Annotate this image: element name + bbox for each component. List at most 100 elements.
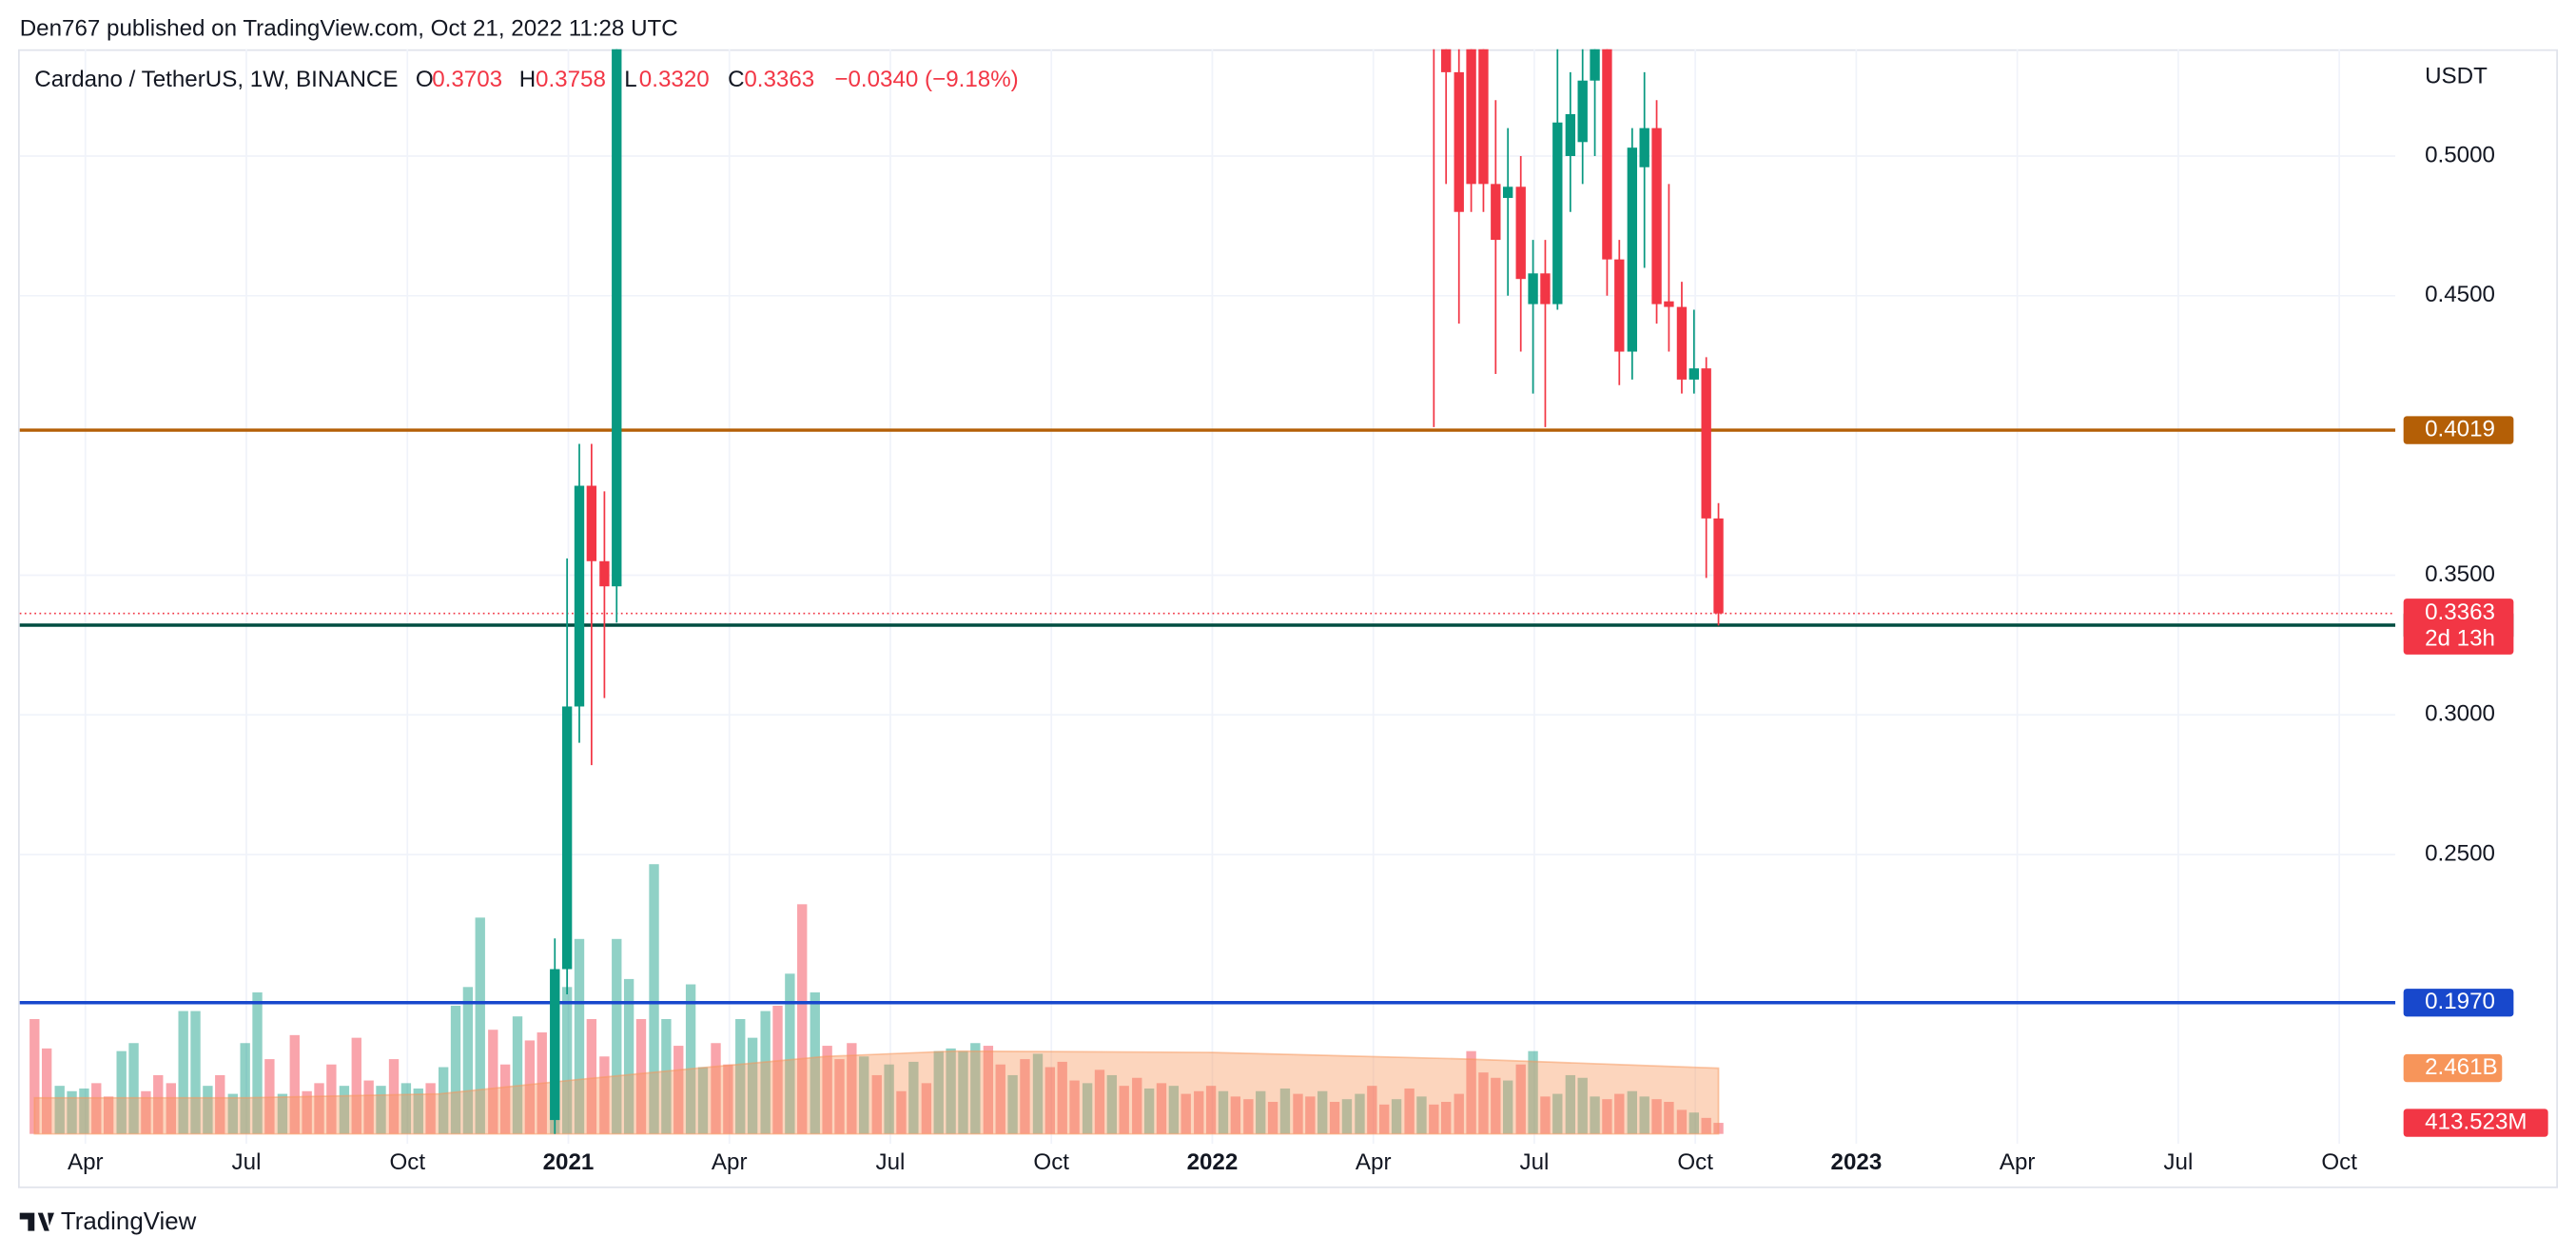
line-price-text: 0.1970 [2425, 989, 2495, 1014]
volume-bar [1602, 1099, 1612, 1134]
volume-bar [326, 1064, 337, 1134]
volume-bar [1132, 1077, 1142, 1134]
volume-bar [425, 1083, 436, 1134]
candle-body [1688, 368, 1699, 380]
ohlc-key: L [624, 67, 636, 92]
published-note: Den767 published on TradingView.com, Oct… [20, 15, 678, 41]
volume-bar [921, 1083, 932, 1134]
volume-bar [561, 987, 573, 1134]
volume-bar [1293, 1093, 1303, 1134]
volume-bar [41, 1048, 52, 1134]
line-price-box [2403, 416, 2514, 444]
symbol-legend: Cardano / TetherUS, 1W, BINANCE O 0.3703… [34, 67, 1018, 92]
volume-bar [438, 1067, 449, 1134]
candles [550, 49, 1724, 1134]
volume-bar [1441, 1102, 1452, 1134]
volume-bar [1552, 1093, 1563, 1134]
volume-bar [79, 1088, 89, 1134]
volume-bar [1069, 1080, 1080, 1134]
x-tick-label: Jul [1519, 1149, 1549, 1175]
volume-bar [524, 1040, 536, 1134]
candle-body [612, 49, 622, 587]
volume-bar [1341, 1099, 1353, 1134]
volume-bar [67, 1090, 77, 1134]
volume-bar [240, 1043, 250, 1134]
volume-bar [462, 987, 474, 1134]
x-tick-label: Jul [232, 1149, 262, 1175]
volume-bar [1007, 1074, 1018, 1134]
volume-bar [785, 973, 795, 1134]
volume-label-text: 413.523M [2425, 1109, 2527, 1134]
volume-bar [1082, 1083, 1093, 1134]
volume-bar [1279, 1088, 1291, 1134]
candle-body [1466, 49, 1476, 185]
volume-bar [103, 1096, 114, 1134]
candle-body [1713, 518, 1724, 614]
volume-bar [475, 917, 485, 1134]
volume-bar [685, 984, 696, 1134]
x-tick-label: Jul [876, 1149, 906, 1175]
symbol-name: Cardano / TetherUS, 1W, BINANCE [34, 67, 398, 92]
volume-bar [190, 1011, 201, 1134]
candle-body [1441, 49, 1452, 72]
volume-bar [723, 1064, 733, 1134]
volume-bar [1614, 1093, 1625, 1134]
volume-bar [499, 1064, 511, 1134]
volume-bar [1651, 1099, 1662, 1134]
volume-bar [1701, 1117, 1711, 1134]
x-tick-label: 2021 [543, 1149, 595, 1175]
volume-bar [1429, 1104, 1439, 1134]
volume-bar [1305, 1096, 1316, 1134]
volume-bar [1466, 1050, 1476, 1134]
volume-bar [859, 1056, 869, 1134]
volume-bar [1194, 1090, 1204, 1134]
volume-bar [400, 1083, 412, 1134]
volume-bar [1416, 1096, 1427, 1134]
x-tick-label: Apr [68, 1149, 104, 1175]
volume-bar [772, 1005, 783, 1134]
x-tick-label: Jul [2163, 1149, 2193, 1175]
x-tick-label: Oct [1677, 1149, 1713, 1175]
volume-bar [711, 1043, 721, 1134]
volume-bar [896, 1090, 907, 1134]
volume-bar [797, 904, 808, 1134]
volume-bar [908, 1061, 919, 1134]
volume-bar [91, 1083, 102, 1134]
volume-bar [970, 1043, 981, 1134]
volume-bar [1168, 1086, 1180, 1134]
volume-bar [277, 1093, 288, 1134]
volume-bar [1502, 1080, 1513, 1134]
volume-bar [1057, 1061, 1067, 1134]
volume-bar [376, 1086, 386, 1134]
ohlc-value: 0.3320 [639, 67, 710, 92]
volume-bar [635, 1018, 647, 1134]
volume-bar [1181, 1093, 1191, 1134]
y-tick-label: 0.4500 [2425, 282, 2495, 307]
volume-bar [1577, 1077, 1588, 1134]
volume-bar [1317, 1090, 1328, 1134]
last-price-text: 0.3363 [2425, 599, 2495, 625]
volume-bar [166, 1083, 176, 1134]
candle-body [1478, 49, 1489, 185]
volume-bar [314, 1083, 324, 1134]
candle-body [1614, 259, 1625, 352]
volume-bar [1391, 1099, 1402, 1134]
volume-bar [363, 1080, 374, 1134]
candle-body [1515, 186, 1526, 280]
volume-bar [1515, 1064, 1526, 1134]
candle-body [561, 706, 573, 970]
volume-ma-area [33, 1050, 1720, 1135]
volume-bar [488, 1030, 498, 1134]
candle-body [1491, 184, 1501, 241]
volume-bar [1627, 1090, 1638, 1134]
volume-bar [1565, 1074, 1576, 1134]
volume-bar [599, 1056, 610, 1134]
candle-body [599, 560, 610, 587]
candle-body [1540, 273, 1551, 304]
volume-bar [1230, 1096, 1241, 1134]
candle-body [574, 485, 585, 707]
volume-bar [252, 991, 263, 1134]
volume-bar [661, 1018, 672, 1134]
